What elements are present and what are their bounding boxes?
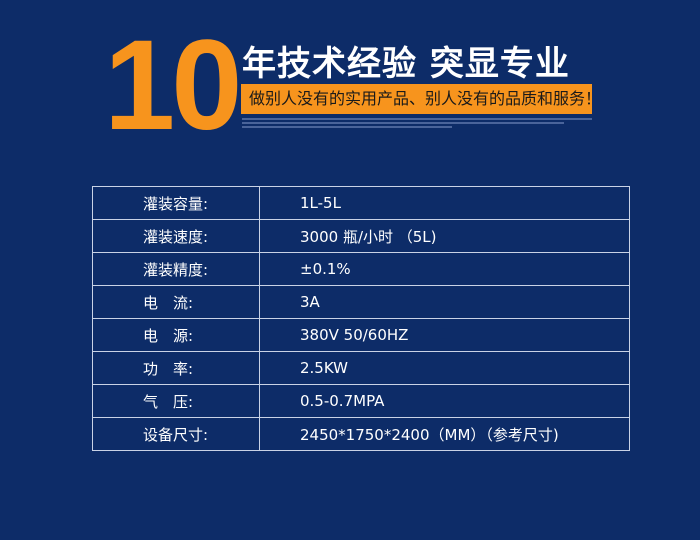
spec-value: 3000 瓶/小时 （5L)	[259, 219, 630, 253]
spec-label: 电 源:	[92, 318, 260, 352]
table-row: 电 源: 380V 50/60HZ	[92, 318, 630, 352]
spec-value: 380V 50/60HZ	[259, 318, 630, 352]
spec-label: 气 压:	[92, 384, 260, 418]
spec-label: 设备尺寸:	[92, 417, 260, 451]
table-row: 设备尺寸: 2450*1750*2400（MM）（参考尺寸)	[92, 417, 630, 451]
headline: 年技术经验 突显专业	[242, 44, 570, 84]
spec-value: ±0.1%	[259, 252, 630, 286]
decorative-fine-text	[242, 118, 592, 130]
spec-label: 灌装容量:	[92, 186, 260, 220]
big-number: 10	[104, 14, 242, 157]
spec-table: 灌装容量: 1L-5L 灌装速度: 3000 瓶/小时 （5L) 灌装精度: ±0.1% 电…	[92, 186, 630, 451]
spec-label: 功 率:	[92, 351, 260, 385]
table-row: 气 压: 0.5-0.7MPA	[92, 384, 630, 418]
table-row: 灌装容量: 1L-5L	[92, 186, 630, 220]
spec-value: 1L-5L	[259, 186, 630, 220]
spec-value: 2.5KW	[259, 351, 630, 385]
spec-value: 0.5-0.7MPA	[259, 384, 630, 418]
spec-value: 3A	[259, 285, 630, 319]
slogan-banner: 做别人没有的实用产品、别人没有的品质和服务！	[241, 84, 601, 114]
table-row: 灌装精度: ±0.1%	[92, 252, 630, 286]
spec-label: 灌装精度:	[92, 252, 260, 286]
table-row: 电 流: 3A	[92, 285, 630, 319]
spec-value: 2450*1750*2400（MM）（参考尺寸)	[259, 417, 630, 451]
spec-label: 电 流:	[92, 285, 260, 319]
spec-label: 灌装速度:	[92, 219, 260, 253]
table-row: 灌装速度: 3000 瓶/小时 （5L)	[92, 219, 630, 253]
table-row: 功 率: 2.5KW	[92, 351, 630, 385]
